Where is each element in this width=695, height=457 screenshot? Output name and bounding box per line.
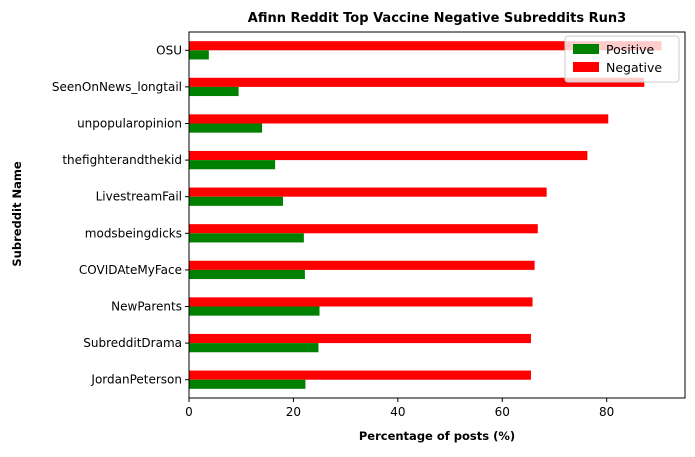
bar-negative-9 [189, 41, 662, 51]
y-tick-label: COVIDAteMyFace [79, 263, 182, 277]
plot-frame [188, 31, 686, 399]
x-tick-label: 80 [599, 405, 614, 419]
y-tick-label: SubredditDrama [83, 336, 182, 350]
bar-negative-3 [189, 260, 535, 270]
x-tick-label: 20 [286, 405, 301, 419]
bar-positive-8 [189, 86, 239, 97]
bar-positive-1 [189, 343, 319, 353]
y-tick-label: LivestreamFail [96, 190, 182, 204]
y-tick-label: OSU [156, 43, 182, 57]
bar-negative-7 [189, 114, 609, 124]
bar-negative-8 [189, 77, 645, 87]
bar-positive-3 [189, 269, 305, 280]
legend: Positive Negative [564, 35, 680, 83]
y-tick-label: NewParents [111, 300, 182, 314]
legend-swatch-positive [573, 44, 599, 54]
bar-positive-5 [189, 196, 283, 206]
bar-negative-4 [189, 224, 538, 234]
y-tick-label: thefighterandthekid [62, 153, 182, 167]
bar-positive-7 [189, 123, 263, 133]
bar-positive-2 [189, 306, 320, 316]
bar-negative-2 [189, 297, 533, 307]
bar-negative-6 [189, 150, 588, 161]
x-axis-ticks: 0 20 40 60 80 [185, 398, 614, 419]
legend-label-positive: Positive [606, 42, 654, 57]
bar-positive-0 [189, 379, 306, 389]
chart-title: Afinn Reddit Top Vaccine Negative Subred… [248, 11, 626, 26]
bar-negative-0 [189, 370, 531, 380]
x-tick-label: 0 [185, 405, 193, 419]
bar-negative-1 [189, 333, 531, 344]
bar-negative-5 [189, 187, 547, 197]
x-tick-label: 60 [495, 405, 510, 419]
bar-positive-9 [189, 50, 209, 60]
legend-swatch-negative [573, 62, 599, 72]
y-tick-label: JordanPeterson [90, 373, 182, 387]
y-tick-label: SeenOnNews_longtail [52, 80, 182, 94]
y-axis-label: Subreddit Name [10, 161, 24, 266]
bar-positive-6 [189, 160, 276, 170]
legend-label-negative: Negative [606, 60, 662, 75]
y-tick-label: modsbeingdicks [85, 226, 182, 240]
y-axis-ticks: JordanPeterson SubredditDrama NewParents CO… [52, 43, 189, 387]
x-axis-label: Percentage of posts (%) [359, 429, 515, 443]
x-tick-label: 40 [390, 405, 405, 419]
bar-positive-4 [189, 233, 304, 243]
y-tick-label: unpopularopinion [77, 117, 182, 131]
bars-group [189, 41, 662, 389]
